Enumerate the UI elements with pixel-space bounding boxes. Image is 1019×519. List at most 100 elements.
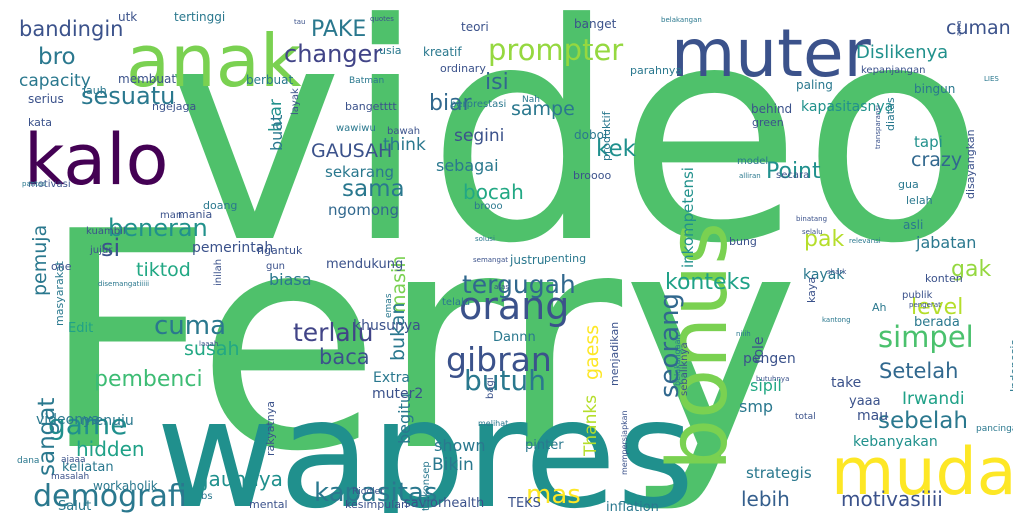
- word-semangat: semangat: [473, 256, 508, 264]
- word-hidden: hidden: [76, 437, 145, 461]
- word-ngomong: ngomong: [328, 201, 399, 219]
- word-mau: mau: [857, 408, 888, 424]
- word-disayangkan: disayangkan: [964, 129, 977, 199]
- word-kepanjangan: kepanjangan: [861, 65, 925, 76]
- word-dannn: Dannn: [493, 330, 536, 345]
- word-quotes: quotes: [370, 15, 394, 23]
- word-bro: bro: [38, 44, 76, 70]
- word-dislikenya: Dislikenya: [856, 42, 948, 63]
- word-paling: paling: [796, 78, 833, 92]
- word-layak: layak: [290, 88, 301, 115]
- word-mendukung: mendukung: [326, 257, 403, 272]
- word-lies: LIES: [984, 75, 999, 83]
- word-kapasitas: kapasitas: [314, 478, 437, 508]
- word-shark: shark: [827, 268, 847, 276]
- word-terkonsep: terkonsep: [421, 461, 432, 511]
- word-kayak: kayak: [803, 267, 845, 283]
- word-begitu: begitu: [395, 393, 414, 444]
- word-keliatan: keliatan: [62, 460, 114, 475]
- word-mas: mas: [526, 480, 581, 510]
- word-masalah: masalah: [51, 472, 89, 482]
- word-beneran: beneran: [108, 214, 208, 242]
- word-green: green: [752, 116, 784, 129]
- word-buat: buat: [267, 115, 286, 151]
- word-role: role: [751, 336, 767, 363]
- word-banget: banget: [574, 17, 617, 31]
- word-wawiwu: wawiwu: [336, 123, 376, 134]
- word-bikin: Bikin: [432, 455, 474, 475]
- word-berada: berada: [914, 315, 960, 330]
- word-bawah: bawah: [387, 126, 420, 137]
- word-inilah: inilah: [213, 259, 224, 286]
- word-total: total: [795, 412, 816, 422]
- word-take: take: [831, 375, 861, 391]
- word-model: model: [737, 156, 768, 167]
- word-masih: masih: [388, 256, 410, 313]
- word-jujur: jujur: [89, 245, 113, 256]
- word-produktif: produktif: [600, 110, 613, 161]
- word-kantong: kantong: [822, 316, 851, 324]
- word-pake: PAKE: [311, 17, 366, 42]
- word-motivasi: motivasi: [28, 179, 71, 190]
- word-sebaliknya: sebaliknya: [679, 342, 690, 396]
- word-sipil: sipil: [750, 376, 782, 395]
- word-kreatif: kreatif: [423, 45, 462, 59]
- word-berbuat: berbuat: [246, 73, 294, 87]
- word-inkompetensi: inkompetensi: [679, 167, 697, 268]
- word-publik: publik: [902, 290, 933, 301]
- word-gak: gak: [951, 257, 991, 282]
- word-binatang: binatang: [796, 215, 827, 223]
- word-mental: mental: [249, 498, 288, 511]
- word-extra: Extra: [373, 370, 410, 386]
- word-utk: utk: [118, 10, 137, 24]
- word-butuhnya: butuhnya: [756, 375, 789, 383]
- word-pak: pak: [804, 227, 844, 252]
- word-bandingin: bandingin: [19, 17, 123, 41]
- word-pinter: pinter: [525, 438, 564, 453]
- word-kaya: kaya: [805, 277, 818, 303]
- word-ferry: Ferry: [40, 168, 800, 513]
- word-kesimpulan: kesimpulan: [345, 498, 408, 511]
- word-man: man: [160, 210, 182, 221]
- word-telalu: telalu: [442, 297, 470, 308]
- word-disemangatiiiii: disemangatiiiii: [98, 280, 149, 288]
- word-kapasitasnya: kapasitasnya: [801, 99, 893, 115]
- word-sekarang: sekarang: [325, 163, 394, 181]
- word-serius: serius: [28, 92, 64, 106]
- word-behind: behind: [751, 102, 792, 116]
- word-pemerintah: pemerintah: [192, 240, 273, 256]
- word-doang: doang: [203, 199, 237, 212]
- word-tergugah: tergugah: [462, 270, 576, 299]
- word-demografi: demografi: [33, 479, 187, 513]
- word-sangat: sangat: [34, 398, 60, 476]
- word-ama: ama: [955, 21, 963, 36]
- word-muda: muda: [831, 435, 1013, 510]
- word-bangetttt: bangetttt: [345, 100, 397, 113]
- word-butuh: butuh: [464, 364, 546, 397]
- word-ngejaga: ngejaga: [152, 100, 196, 113]
- word-selalu: selalu: [802, 228, 823, 236]
- word-shown: shown: [434, 436, 486, 455]
- word-penting: penting: [544, 252, 586, 265]
- word-pengerat: pengerat: [909, 301, 941, 309]
- word-susah: susah: [184, 338, 240, 360]
- word-inflation: inflation: [606, 500, 659, 513]
- word-pembenci: pembenci: [94, 367, 203, 392]
- word-biasa: biasa: [269, 270, 312, 289]
- word-one: one: [51, 260, 72, 273]
- word-jauhnya: jauhnya: [202, 467, 283, 491]
- word-prompter: prompter: [488, 33, 623, 67]
- word-dobol: dobol: [574, 128, 607, 142]
- word-membuat: membuat: [118, 72, 176, 86]
- word-kalo: kalo: [24, 119, 168, 201]
- word-solusi: solusi: [475, 235, 495, 243]
- word-atas: atas: [494, 283, 509, 291]
- word-segini: segini: [454, 126, 504, 146]
- word-game: game: [48, 408, 127, 441]
- word-edit: Edit: [68, 321, 93, 336]
- word-transparansi: transparansi: [874, 105, 882, 149]
- word-bingun: bingun: [914, 82, 955, 96]
- word-kebanyakan: kebanyakan: [853, 434, 938, 450]
- word-gun: gun: [266, 261, 285, 272]
